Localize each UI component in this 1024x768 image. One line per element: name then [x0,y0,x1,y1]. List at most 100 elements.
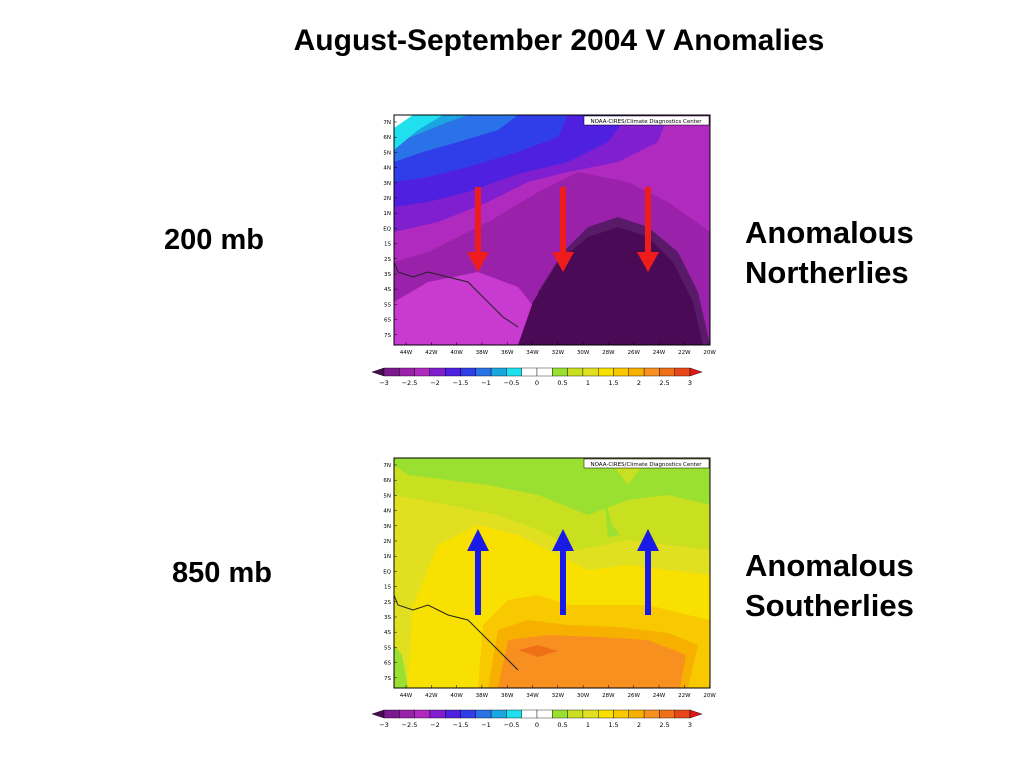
colorbar-tick-label: 3 [688,379,692,387]
lon-tick-label: 22W [678,693,691,699]
lon-tick-label: 20W [703,693,716,699]
lon-tick-label: 40W [450,693,463,699]
arrow-down-icon [637,187,659,272]
colorbar-swatch [567,709,584,719]
colorbar-swatch [643,367,660,377]
colorbar-swatch [429,709,446,719]
colorbar-swatch [536,709,553,719]
colorbar-tick-label: −2.5 [402,379,418,387]
colorbar-swatch [506,367,522,377]
colorbar-tick-label: 2 [637,379,641,387]
colorbar-tick-label: 1 [586,721,590,729]
lon-axis-labels: 44W 42W 40W 38W 36W 34W 32W 30W 28W 26W 24W 22W 20W [400,342,716,356]
lon-tick-label: 44W [400,350,413,356]
colorbar-swatch [460,367,477,377]
colorbar-tick-label: 1.5 [608,379,618,387]
level-label-850mb: 850 mb [172,557,272,589]
arrow-up-icon [637,529,659,615]
colorbar-swatch [490,367,507,377]
colorbar-tick-label: −2.5 [402,721,418,729]
colorbar-swatch [383,709,400,719]
lat-tick-label: 2N [383,539,391,545]
lat-tick-label: 2S [384,257,391,263]
colorbar-swatch [399,709,415,719]
lat-tick-label: 1S [384,242,391,248]
colorbar-tick-label: 0.5 [557,721,567,729]
map-credit: NOAA-CIRES/Climate Diagnostics Center [590,119,702,125]
lat-tick-label: 7S [384,333,391,339]
lon-tick-label: 24W [653,693,666,699]
lon-tick-label: 24W [653,350,666,356]
lat-tick-label: 2S [384,600,391,606]
lat-tick-label: 6S [384,318,391,324]
colorbar-swatch [475,367,492,377]
colorbar-swatch [444,367,461,377]
arrow-up-icon [467,529,489,615]
colorbar-swatch [414,709,431,719]
lat-tick-label: 4N [383,166,391,172]
colorbar-tick-label: −0.5 [504,379,520,387]
lat-tick-label: 5S [384,645,391,651]
map-credit: NOAA-CIRES/Climate Diagnostics Center [590,462,702,468]
lat-tick-label: 1N [383,554,391,560]
colorbar-swatch [613,709,630,719]
contour-field-850mb [394,458,710,688]
colorbar-swatch [643,709,660,719]
lat-tick-label: 4S [384,287,391,293]
colorbar-swatch [460,709,477,719]
colorbar-tick-label: −1 [481,379,491,387]
lat-tick-label: 1S [384,585,391,591]
colorbar-swatch [521,709,538,719]
colorbar-swatch [475,709,492,719]
lon-tick-label: 26W [627,693,640,699]
arrow-down-icon [467,187,489,272]
wind-label-southerlies: Anomalous Southerlies [745,546,914,626]
lon-tick-label: 28W [602,693,615,699]
colorbar-tick-label: −2 [430,379,440,387]
colorbar-swatch [674,709,691,719]
colorbar-swatch [567,367,584,377]
lon-tick-label: 34W [526,693,539,699]
colorbar-tick-label: −1 [481,721,491,729]
colorbar-200mb: −3 −2.5 −2 −1.5 −1 −0.5 0 0.5 1 1.5 2 2.5 3 [371,367,703,387]
lat-tick-label: EQ [383,226,391,232]
lat-tick-label: 1N [383,211,391,217]
lon-tick-label: 32W [552,693,565,699]
colorbar-tick-label: −1.5 [453,721,469,729]
wind-label-northerlies: Anomalous Northerlies [745,213,914,293]
lon-tick-label: 34W [526,350,539,356]
lon-tick-label: 22W [678,350,691,356]
lon-axis-labels: 44W 42W 40W 38W 36W 34W 32W 30W 28W 26W 24W 22W 20W [400,685,716,699]
lat-axis-labels: 7N 6N 5N 4N 3N 2N 1N EQ 1S 2S 3S 4S 5S 6S 7S [383,463,397,682]
colorbar-swatch [521,367,538,377]
colorbar-swatch [659,367,675,377]
arrow-up-icon [552,529,574,615]
lat-tick-label: 3S [384,615,391,621]
lat-tick-label: 5S [384,302,391,308]
colorbar-tick-label: 0.5 [557,379,567,387]
lat-tick-label: 6S [384,661,391,667]
lat-tick-label: 7N [383,463,391,469]
lat-tick-label: 7N [383,120,391,126]
colorbar-swatch [429,367,446,377]
colorbar-swatch [597,367,614,377]
colorbar-swatch [490,709,507,719]
wind-arrows [467,187,659,272]
lat-tick-label: 6N [383,478,391,484]
colorbar-swatch [399,367,415,377]
colorbar-swatch [674,367,691,377]
wind-label-line2: Southerlies [745,588,914,623]
lat-tick-label: 5N [383,493,391,499]
lat-tick-label: 5N [383,150,391,156]
colorbar-swatch [536,367,553,377]
lon-tick-label: 38W [476,350,489,356]
colorbar-swatch [414,367,431,377]
colorbar-tick-label: −2 [430,721,440,729]
lat-axis-labels: 7N 6N 5N 4N 3N 2N 1N EQ 1S 2S 3S 4S 5S 6S 7S [383,120,397,339]
lat-tick-label: 3N [383,524,391,530]
lat-tick-label: EQ [383,569,391,575]
colorbar-swatch [444,709,461,719]
lat-tick-label: 2N [383,196,391,202]
lon-tick-label: 36W [501,693,514,699]
colorbar-tick-label: 2 [637,721,641,729]
